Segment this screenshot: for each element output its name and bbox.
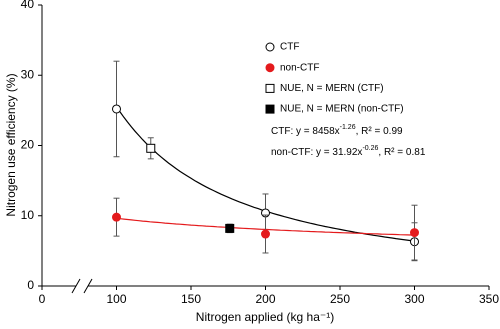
y-tick-label: 10 xyxy=(21,208,35,222)
x-tick-label: 100 xyxy=(106,292,126,306)
data-point xyxy=(225,223,235,233)
fit-equation: CTF: y = 8458x-1.26, R² = 0.99 xyxy=(271,124,403,137)
x-axis-label: Nitrogen applied (kg ha⁻¹) xyxy=(196,310,334,324)
legend-marker xyxy=(265,63,275,73)
x-tick-label: 150 xyxy=(181,292,201,306)
fit-equation-text: CTF: y = 8458x xyxy=(271,126,340,137)
fit-equation-rest: , R² = 0.99 xyxy=(356,126,403,137)
fit-equation-rest: , R² = 0.81 xyxy=(378,147,425,158)
x-tick-label: 250 xyxy=(330,292,350,306)
y-tick-label: 30 xyxy=(21,67,35,81)
fit-equation-exponent: -1.26 xyxy=(340,124,356,131)
data-point xyxy=(146,143,156,153)
y-tick-label: 40 xyxy=(21,0,35,11)
x-tick-label: 0 xyxy=(39,292,46,306)
data-point xyxy=(261,229,270,239)
x-tick-label: 300 xyxy=(404,292,424,306)
legend-label: NUE, N = MERN (non-CTF) xyxy=(280,104,404,115)
y-axis-label: Nitrogen use efficiency (%) xyxy=(4,73,18,216)
legend-marker xyxy=(265,83,275,93)
x-tick-label: 350 xyxy=(479,292,499,306)
data-point xyxy=(112,104,121,114)
fit-equation-text: non-CTF: y = 31.92x xyxy=(271,147,362,158)
legend-label: non-CTF xyxy=(280,62,319,73)
axis-break xyxy=(71,278,81,294)
y-tick-label: 20 xyxy=(21,138,35,152)
data-point xyxy=(112,212,121,222)
y-tick-label: 0 xyxy=(27,278,34,292)
fit-equation: non-CTF: y = 31.92x-0.26, R² = 0.81 xyxy=(271,145,426,158)
x-tick-label: 200 xyxy=(255,292,275,306)
data-point xyxy=(410,228,419,238)
fit-equation-exponent: -0.26 xyxy=(362,145,378,152)
legend-label: NUE, N = MERN (CTF) xyxy=(280,83,384,94)
legend-marker xyxy=(265,42,275,52)
legend-label: CTF xyxy=(280,42,299,53)
legend-marker xyxy=(265,104,275,114)
axis-break xyxy=(83,278,93,294)
